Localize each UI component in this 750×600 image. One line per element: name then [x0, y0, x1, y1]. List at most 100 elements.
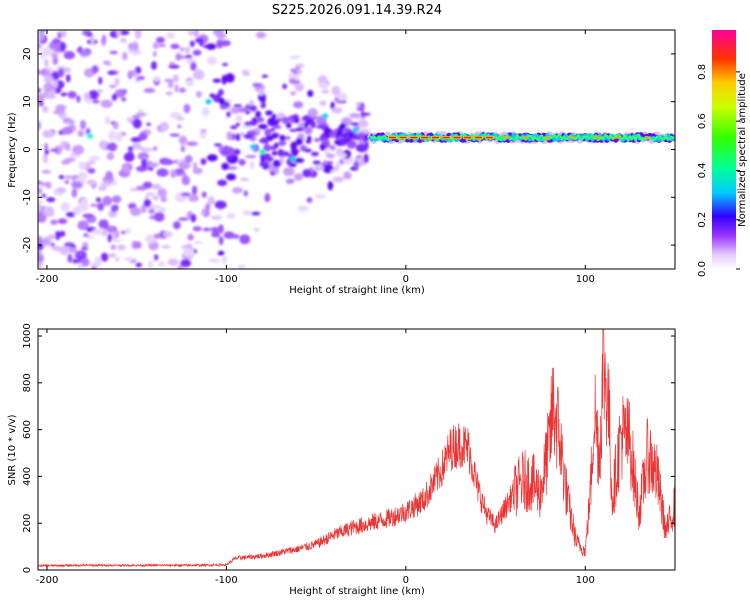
heatmap-blob: [221, 74, 227, 85]
heatmap-blob: [290, 91, 297, 96]
heatmap-blob: [205, 43, 217, 50]
heatmap-blob: [198, 37, 204, 47]
heatmap-blob: [38, 203, 43, 213]
heatmap-blob: [348, 132, 355, 138]
heatmap-blob: [307, 135, 312, 142]
heatmap-blob: [41, 237, 51, 247]
heatmap-blob: [201, 191, 207, 198]
heatmap-blob: [91, 229, 104, 235]
heatmap-blob: [259, 149, 266, 155]
heatmap-blob: [216, 32, 227, 40]
heatmap-blob: [156, 168, 169, 177]
heatmap-blob: [180, 158, 187, 163]
heatmap-blob: [111, 232, 117, 241]
heatmap-blob: [241, 124, 253, 129]
heatmap-blob: [238, 132, 245, 137]
heatmap-blob: [151, 183, 162, 190]
heatmap-blob: [337, 153, 348, 158]
heatmap-blob: [232, 148, 241, 156]
heatmap-blob: [349, 113, 360, 119]
heatmap-blob: [77, 204, 89, 212]
heatmap-blob: [110, 244, 117, 250]
heatmap-blob: [88, 90, 99, 100]
colorbar-label: Normalized spectral amplitude: [737, 73, 748, 227]
heatmap-blob: [156, 205, 161, 209]
heatmap-blob: [41, 193, 47, 198]
heatmap-blob: [177, 172, 187, 176]
heatmap-blob: [140, 204, 147, 214]
heatmap-blob: [82, 242, 89, 247]
heatmap-blob: [107, 233, 112, 243]
heatmap-blob: [143, 199, 152, 208]
heatmap-blob: [165, 91, 173, 96]
heatmap-blob: [249, 120, 257, 127]
heatmap-blob: [271, 132, 279, 139]
top-y-tick-label: -20: [22, 237, 33, 253]
heatmap-blob: [356, 107, 364, 111]
heatmap-blob: [281, 116, 289, 125]
heatmap-blob: [87, 168, 96, 174]
heatmap-blob: [192, 70, 205, 80]
heatmap-blob: [143, 88, 156, 93]
heatmap-blob: [226, 173, 237, 181]
heatmap-blob: [211, 231, 221, 238]
heatmap-blob: [101, 182, 112, 187]
heatmap-blob: [57, 67, 65, 78]
heatmap-blob: [135, 112, 147, 117]
heatmap-blob: [91, 65, 99, 74]
heatmap-blob: [101, 34, 107, 45]
heatmap-blob: [255, 31, 266, 39]
heatmap-blob: [273, 125, 282, 129]
heatmap-blob: [38, 254, 44, 263]
heatmap-blob: [77, 264, 84, 268]
heatmap-blob: [185, 46, 190, 54]
heatmap-blob: [191, 185, 198, 196]
heatmap-blob: [323, 127, 332, 134]
heatmap-blob: [295, 63, 305, 68]
heatmap-blob: [284, 151, 289, 156]
heatmap-blob: [100, 99, 113, 108]
heatmap-blob: [98, 185, 107, 191]
heatmap-blob: [157, 261, 166, 267]
heatmap-blob: [282, 83, 288, 90]
heatmap-blob: [38, 249, 42, 256]
heatmap-blob: [58, 174, 65, 180]
heatmap-blob: [339, 140, 345, 146]
heatmap-blob: [107, 142, 118, 152]
heatmap-blob: [80, 120, 86, 129]
heatmap-blob: [257, 123, 268, 130]
heatmap-blob: [71, 188, 78, 198]
heatmap-blob: [176, 117, 185, 121]
heatmap-blob: [202, 227, 211, 232]
heatmap-blob: [184, 155, 193, 164]
heatmap-blob: [356, 101, 361, 108]
heatmap-blob: [134, 146, 145, 150]
heatmap-blob: [125, 227, 132, 234]
heatmap-blob: [67, 90, 77, 99]
heatmap-blob: [83, 233, 89, 237]
heatmap-blob: [154, 254, 159, 261]
heatmap-blob: [232, 187, 243, 194]
heatmap-blob: [84, 30, 91, 35]
snr-series-line: [38, 329, 675, 568]
heatmap-blob: [225, 155, 234, 159]
heatmap-blob: [327, 181, 334, 191]
heatmap-blob: [304, 126, 313, 135]
heatmap-blob: [183, 103, 191, 114]
heatmap-blob: [279, 135, 286, 141]
top-x-tick-label: 100: [576, 274, 595, 285]
heatmap-blob: [170, 43, 180, 49]
heatmap-blob: [97, 88, 103, 94]
heatmap-blob: [145, 234, 157, 244]
top-y-axis-label: Frequency (Hz): [7, 112, 18, 188]
heatmap-blob: [86, 160, 96, 165]
heatmap-blob: [163, 230, 170, 238]
heatmap-blob: [48, 234, 56, 240]
heatmap-blob: [342, 139, 352, 143]
heatmap-blob: [250, 211, 261, 216]
heatmap-blob: [258, 138, 269, 144]
heatmap-blob: [123, 152, 135, 162]
heatmap-blob: [42, 244, 53, 248]
heatmap-blob: [44, 58, 49, 68]
heatmap-blob: [59, 43, 65, 52]
